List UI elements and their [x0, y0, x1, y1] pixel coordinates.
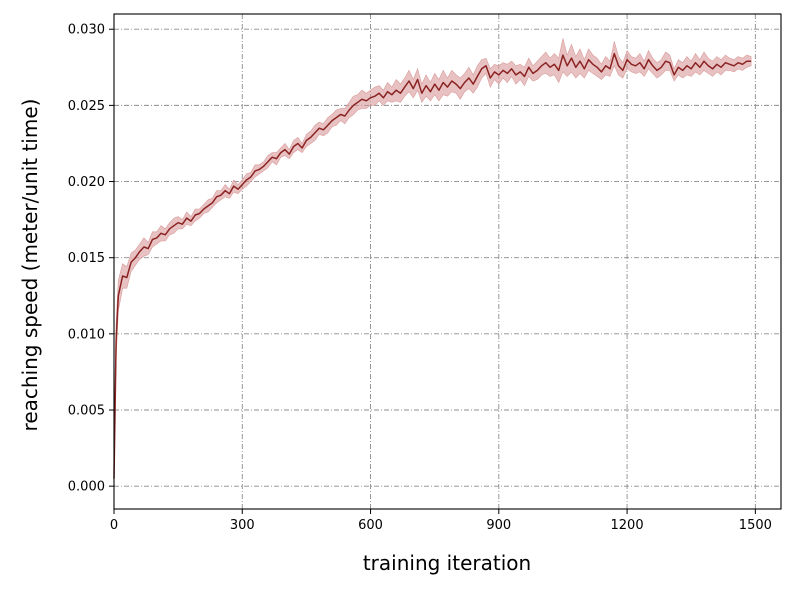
- y-tick-label: 0.030: [68, 23, 105, 38]
- series-line: [113, 52, 752, 479]
- y-axis-ticks: 0.000 0.005 0.010 0.015 0.020 0.025 0.030: [68, 23, 114, 495]
- y-tick-label: 0.020: [68, 175, 105, 190]
- x-tick-label: 0: [110, 518, 118, 533]
- x-tick-label: 900: [486, 518, 511, 533]
- x-axis-ticks: 0 300 600 900 1200 1500: [110, 509, 772, 533]
- y-tick-label: 0.015: [68, 251, 105, 266]
- plot-frame: [113, 13, 782, 510]
- x-axis-label: training iteration: [363, 551, 531, 575]
- x-tick-label: 1200: [611, 518, 644, 533]
- y-tick-label: 0.010: [68, 327, 105, 342]
- x-tick-label: 600: [358, 518, 383, 533]
- confidence-band: [113, 38, 752, 484]
- y-tick-label: 0.025: [68, 99, 105, 114]
- y-axis-label: reaching speed (meter/unit time): [18, 99, 42, 432]
- y-tick-label: 0.005: [68, 404, 105, 419]
- x-tick-label: 300: [230, 518, 255, 533]
- x-tick-label: 1500: [739, 518, 772, 533]
- plot-series: [113, 38, 752, 484]
- y-tick-label: 0.000: [68, 480, 105, 495]
